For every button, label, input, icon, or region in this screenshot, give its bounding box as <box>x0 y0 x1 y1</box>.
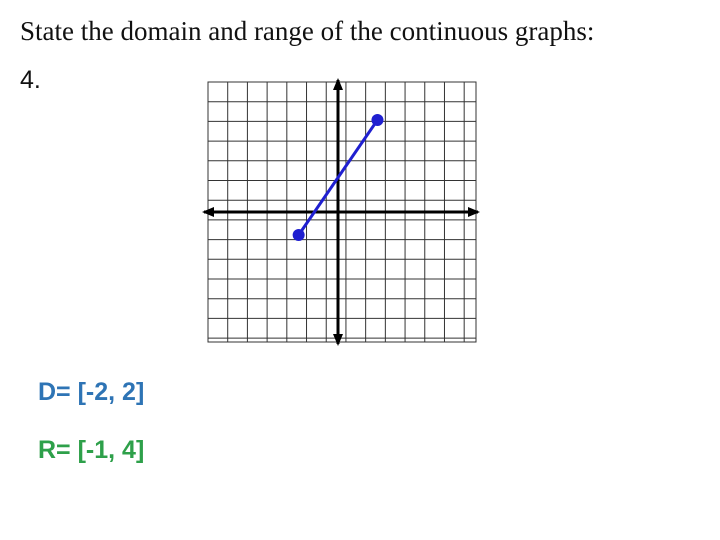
axes <box>202 78 480 346</box>
problem-number: 4. <box>20 66 41 94</box>
endpoint <box>371 113 384 126</box>
endpoint <box>292 229 305 242</box>
range-answer: R= [-1, 4] <box>38 436 144 464</box>
slide-title: State the domain and range of the contin… <box>20 16 594 46</box>
segment <box>297 119 379 236</box>
domain-answer: D= [-2, 2] <box>38 378 144 406</box>
